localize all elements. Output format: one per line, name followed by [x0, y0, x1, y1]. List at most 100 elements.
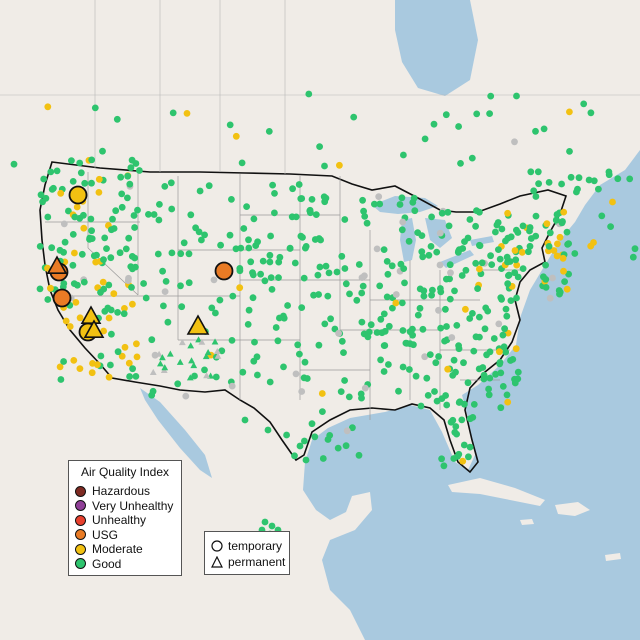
station-marker: [69, 231, 77, 238]
station-marker: [159, 354, 166, 361]
station-marker: [399, 327, 407, 334]
station-marker: [442, 111, 450, 119]
station-marker: [257, 270, 264, 278]
lake-ontario: [470, 236, 494, 246]
station-marker: [76, 314, 84, 322]
station-marker: [107, 254, 115, 262]
station-marker: [502, 237, 509, 245]
circle-icon: [75, 529, 86, 541]
station-marker: [418, 248, 426, 256]
station-marker: [280, 363, 287, 371]
station-marker: [315, 341, 323, 349]
station-marker: [519, 222, 527, 230]
station-marker: [405, 237, 413, 245]
station-marker: [559, 254, 567, 262]
station-marker: [218, 347, 226, 355]
station-marker: [177, 282, 184, 290]
station-marker: [419, 325, 427, 333]
station-marker: [359, 282, 367, 290]
station-marker: [607, 223, 614, 231]
station-marker: [535, 180, 542, 188]
cuba: [448, 478, 545, 506]
station-marker: [442, 305, 449, 313]
station-marker: [36, 243, 44, 250]
station-marker: [389, 304, 396, 312]
station-marker: [121, 343, 129, 351]
station-marker: [487, 252, 494, 260]
station-marker: [333, 268, 341, 276]
station-marker: [299, 234, 306, 241]
station-marker: [563, 285, 571, 293]
station-marker: [490, 335, 498, 342]
station-marker: [532, 232, 540, 240]
station-marker: [614, 175, 622, 183]
station-marker: [560, 267, 567, 275]
moderate-permanent-marker: [186, 314, 210, 335]
station-marker: [512, 345, 520, 353]
station-marker: [105, 314, 113, 322]
station-marker: [48, 186, 56, 193]
station-marker: [166, 350, 174, 357]
station-marker: [421, 353, 429, 361]
station-marker: [472, 259, 480, 267]
station-marker: [513, 294, 520, 302]
station-marker: [249, 271, 257, 279]
station-marker: [60, 248, 67, 256]
station-marker: [367, 321, 375, 329]
station-marker: [436, 229, 444, 237]
station-marker: [527, 168, 535, 176]
station-marker: [267, 232, 274, 240]
station-marker: [155, 350, 163, 357]
station-marker: [292, 213, 300, 221]
station-marker: [341, 377, 348, 384]
station-marker: [122, 245, 130, 253]
station-marker: [161, 183, 169, 190]
station-marker: [301, 358, 309, 366]
station-marker: [458, 272, 466, 279]
station-marker: [70, 357, 78, 364]
station-marker: [381, 342, 389, 349]
station-marker: [502, 305, 510, 313]
station-marker: [160, 302, 167, 310]
station-marker: [240, 225, 248, 232]
station-marker: [208, 304, 216, 312]
station-marker: [107, 306, 115, 314]
station-marker: [129, 365, 137, 373]
station-marker: [631, 245, 639, 253]
station-marker: [319, 455, 327, 462]
station-marker: [441, 337, 448, 345]
station-marker: [573, 188, 580, 196]
station-marker: [118, 190, 126, 198]
station-marker: [271, 209, 278, 217]
station-marker: [148, 336, 156, 344]
station-marker: [114, 348, 122, 356]
station-marker: [315, 291, 322, 298]
station-marker: [107, 361, 114, 369]
station-marker: [505, 272, 512, 279]
station-marker: [549, 274, 556, 282]
station-marker: [212, 309, 219, 317]
station-marker: [450, 356, 458, 364]
station-marker: [276, 314, 283, 322]
station-marker: [101, 234, 109, 242]
station-marker: [321, 162, 328, 170]
station-marker: [444, 208, 452, 216]
station-marker: [250, 357, 258, 365]
station-marker: [504, 280, 512, 288]
station-marker: [437, 324, 445, 332]
station-marker: [109, 215, 116, 223]
station-marker: [303, 375, 311, 382]
station-marker: [103, 245, 110, 253]
station-marker: [127, 164, 135, 172]
station-marker: [487, 92, 495, 100]
usg-temporary-marker: [214, 261, 234, 281]
station-marker: [514, 229, 522, 236]
station-marker: [324, 292, 332, 300]
station-marker: [118, 203, 126, 211]
station-marker: [129, 300, 136, 308]
station-marker: [542, 261, 549, 269]
station-marker: [266, 258, 274, 266]
station-marker: [507, 357, 514, 364]
station-marker: [140, 280, 148, 287]
